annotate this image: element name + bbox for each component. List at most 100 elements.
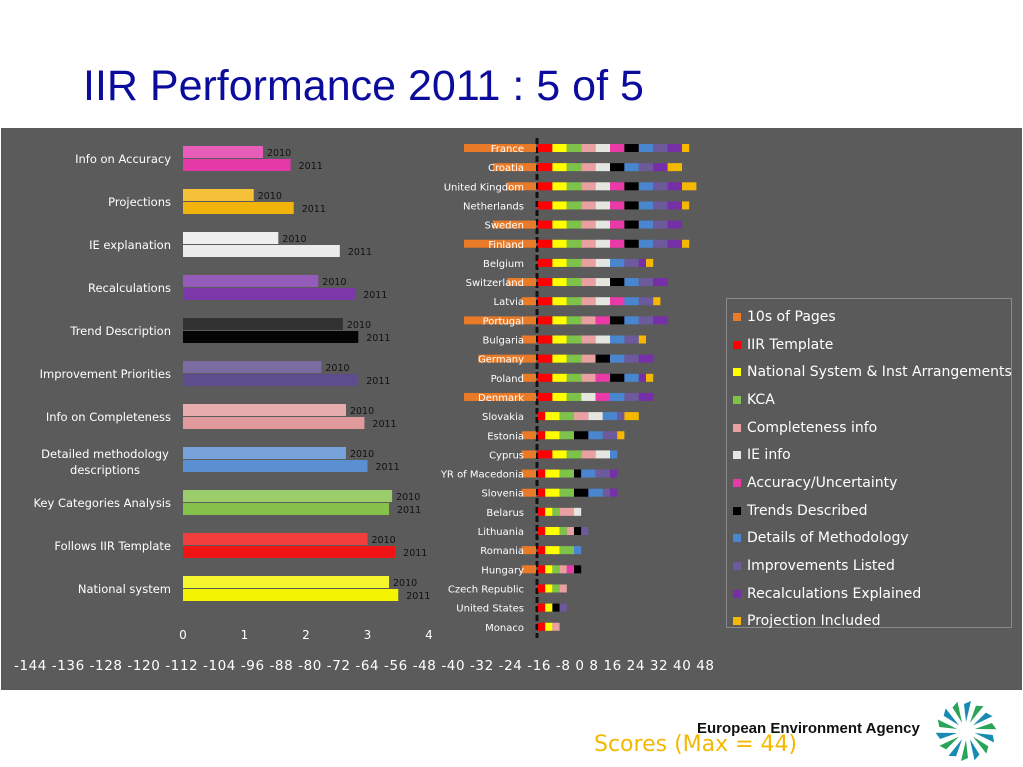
score-segment bbox=[521, 431, 536, 440]
country-label: Switzerland bbox=[466, 278, 524, 289]
score-segment bbox=[507, 278, 536, 287]
legend-label: Projection Included bbox=[747, 613, 881, 630]
score-segment bbox=[574, 488, 589, 497]
score-segment bbox=[478, 354, 536, 363]
score-segment bbox=[610, 201, 625, 210]
score-segment bbox=[464, 392, 536, 401]
slide-title: IIR Performance 2011 : 5 of 5 bbox=[83, 62, 644, 110]
score-segment bbox=[653, 182, 668, 191]
legend-swatch bbox=[733, 423, 741, 432]
legend-item: Projection Included bbox=[733, 608, 1011, 636]
score-segment bbox=[610, 488, 618, 497]
score-segment bbox=[595, 297, 610, 306]
x-tick-label: 4 bbox=[425, 628, 433, 642]
criterion-bar-2011 bbox=[183, 589, 399, 601]
series-label-2010: 2010 bbox=[322, 277, 346, 288]
logo-ray bbox=[948, 739, 963, 757]
criterion-bar-2010 bbox=[183, 189, 254, 201]
score-segment bbox=[521, 335, 536, 344]
legend-swatch bbox=[733, 368, 741, 377]
score-segment bbox=[610, 239, 625, 248]
legend-item: Accuracy/Uncertainty bbox=[733, 469, 1011, 497]
score-segment bbox=[638, 163, 654, 172]
criterion-label: Trend Description bbox=[69, 324, 171, 338]
score-segment bbox=[552, 220, 567, 229]
country-label: Czech Republic bbox=[448, 584, 524, 595]
score-segment bbox=[638, 297, 654, 306]
score-segment bbox=[624, 144, 639, 152]
score-segment bbox=[595, 392, 610, 401]
score-segment bbox=[538, 565, 546, 574]
score-segment bbox=[552, 603, 560, 612]
score-segment bbox=[624, 335, 639, 344]
score-segment bbox=[610, 450, 618, 459]
series-label-2010: 2010 bbox=[325, 363, 349, 374]
score-segment bbox=[552, 258, 567, 267]
country-label: United States bbox=[456, 604, 524, 615]
score-segment bbox=[574, 546, 582, 555]
legend-item: Trends Described bbox=[733, 497, 1011, 525]
score-segment bbox=[559, 546, 574, 555]
score-segment bbox=[559, 527, 567, 535]
series-label-2010: 2010 bbox=[350, 449, 374, 460]
score-segment bbox=[610, 335, 625, 344]
score-segment bbox=[538, 373, 553, 382]
score-segment bbox=[610, 316, 625, 325]
score-segment bbox=[610, 354, 625, 363]
score-segment bbox=[566, 316, 582, 325]
score-segment bbox=[552, 144, 567, 152]
score-segment bbox=[552, 297, 567, 306]
score-segment bbox=[581, 297, 596, 306]
score-segment bbox=[617, 431, 625, 440]
legend-swatch bbox=[733, 534, 741, 543]
series-label-2011: 2011 bbox=[403, 548, 427, 559]
score-segment bbox=[581, 392, 596, 401]
score-segment bbox=[545, 527, 560, 535]
criterion-bar-2010 bbox=[183, 576, 390, 588]
series-label-2011: 2011 bbox=[366, 333, 390, 344]
score-segment bbox=[559, 488, 574, 497]
score-segment bbox=[638, 144, 654, 152]
score-segment bbox=[602, 488, 610, 497]
score-segment bbox=[624, 220, 639, 229]
logo-ray bbox=[974, 723, 997, 730]
score-segment bbox=[538, 354, 553, 363]
score-segment bbox=[521, 546, 536, 555]
score-segment bbox=[538, 163, 553, 172]
score-segment bbox=[545, 546, 560, 555]
score-segment bbox=[595, 278, 610, 287]
score-segment bbox=[545, 603, 553, 612]
legend-item: Completeness info bbox=[733, 414, 1011, 442]
score-segment bbox=[667, 220, 682, 229]
country-label: Monaco bbox=[485, 623, 524, 634]
logo-ray bbox=[961, 740, 968, 761]
score-segment bbox=[653, 278, 668, 287]
score-segment bbox=[581, 144, 596, 152]
criterion-bar-2010 bbox=[183, 232, 279, 244]
score-segment bbox=[610, 220, 625, 229]
score-segment bbox=[581, 201, 596, 210]
score-segment bbox=[574, 412, 589, 421]
score-segment bbox=[638, 220, 654, 229]
score-segment bbox=[538, 297, 553, 306]
country-label: Romania bbox=[480, 546, 524, 557]
legend-item: IE info bbox=[733, 441, 1011, 469]
score-segment bbox=[521, 488, 536, 497]
country-label: Portugal bbox=[483, 316, 524, 327]
logo-ray bbox=[973, 712, 993, 726]
legend-item: Improvements Listed bbox=[733, 552, 1011, 580]
score-segment bbox=[552, 565, 560, 574]
country-label: Latvia bbox=[494, 297, 524, 308]
country-label: France bbox=[491, 144, 524, 155]
score-segment bbox=[492, 163, 536, 172]
score-segment bbox=[538, 584, 546, 593]
legend-label: IIR Template bbox=[747, 336, 834, 353]
country-label: Slovakia bbox=[482, 412, 524, 423]
legend-swatch bbox=[733, 589, 741, 598]
score-segment bbox=[624, 354, 639, 363]
score-segment bbox=[538, 507, 546, 516]
score-segment bbox=[521, 469, 536, 478]
criterion-bar-2010 bbox=[183, 318, 343, 330]
score-segment bbox=[538, 622, 546, 631]
score-segment bbox=[538, 392, 553, 401]
